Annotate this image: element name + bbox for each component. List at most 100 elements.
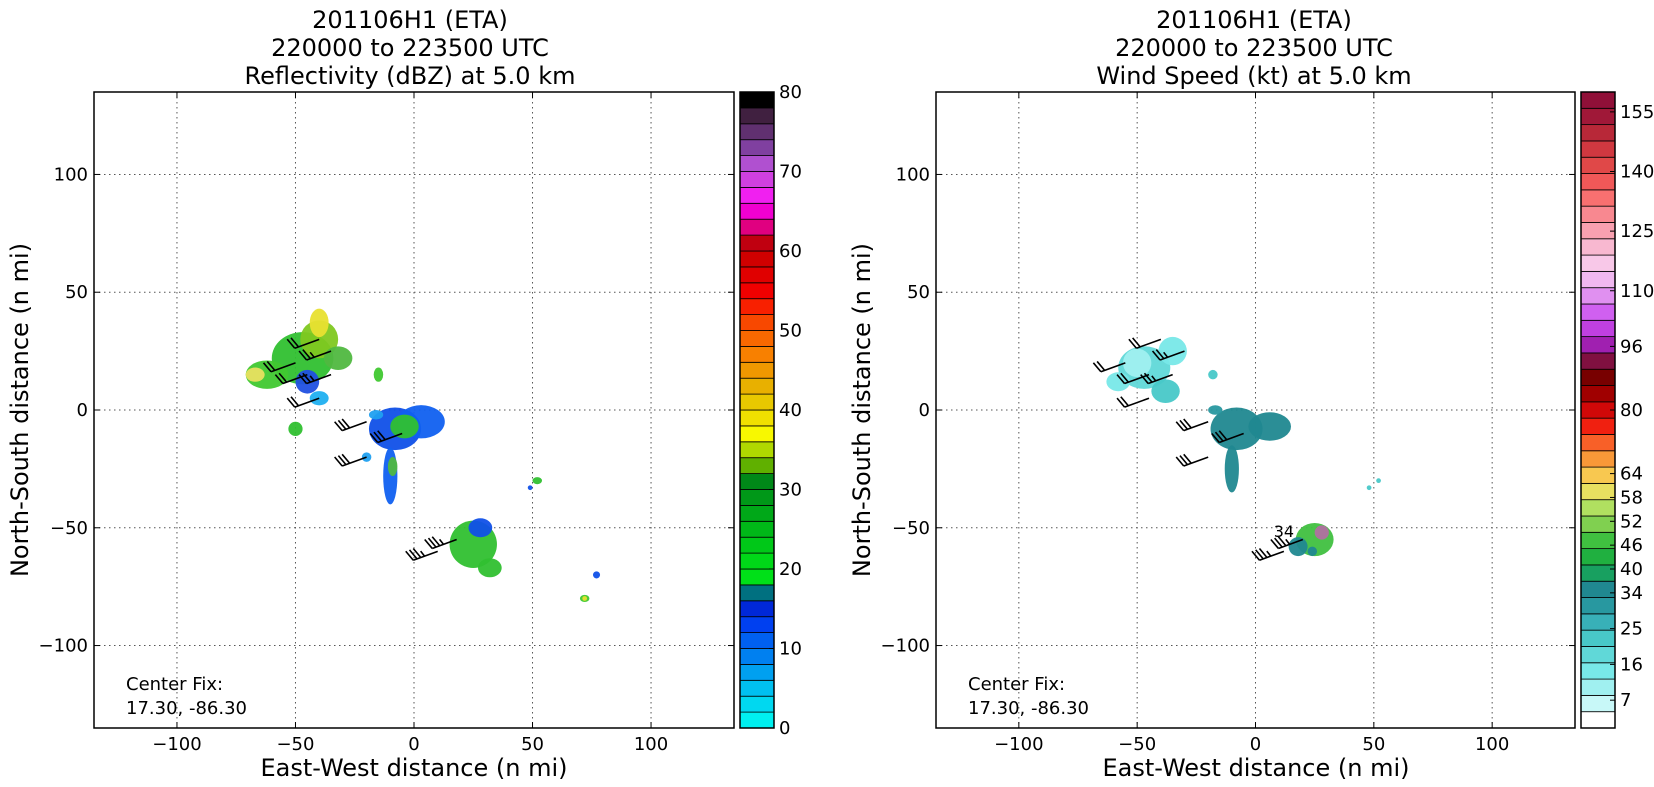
wind-barb-shaft xyxy=(282,373,308,385)
colorbar-segment xyxy=(1580,336,1616,354)
wind-barb-flag xyxy=(408,549,418,560)
colorbar-tick-label: 25 xyxy=(1620,619,1643,640)
colorbar-segment xyxy=(739,568,775,586)
colorbar-segment xyxy=(1580,580,1616,598)
wind-barb xyxy=(1251,548,1285,561)
wind-barb xyxy=(298,349,332,361)
wind-barb-shaft xyxy=(1124,373,1150,385)
wind-barb-flag xyxy=(1270,538,1280,549)
colorbar-segment xyxy=(739,552,775,570)
colorbar-segment xyxy=(1580,254,1616,272)
colorbar-segment xyxy=(1580,466,1616,484)
echo-cell xyxy=(295,369,320,394)
x-tick-label: 0 xyxy=(408,734,419,755)
echo-cell xyxy=(1288,537,1308,557)
wind-barb-flag xyxy=(290,337,300,348)
wind-barb xyxy=(424,536,457,550)
wind-barb-flag xyxy=(369,432,379,443)
echo-cell xyxy=(373,367,384,382)
colorbar-segment xyxy=(1580,91,1616,109)
wind-barb-flag xyxy=(1143,372,1153,383)
wind-barb-flag xyxy=(334,421,343,432)
colorbar-segment xyxy=(1580,613,1616,631)
colorbar-tick-label: 60 xyxy=(779,241,802,262)
x-tick-label: 100 xyxy=(1475,734,1509,755)
colorbar-segment xyxy=(1580,564,1616,582)
wind-barb-flag xyxy=(1274,537,1283,548)
colorbar-segment xyxy=(1580,597,1616,615)
colorbar-segment xyxy=(739,425,775,443)
barb-layer xyxy=(262,337,457,561)
wind-barb xyxy=(1092,360,1126,373)
colorbar-segment xyxy=(739,648,775,665)
x-axis-label: East-West distance (n mi) xyxy=(260,754,567,782)
colorbar-segment xyxy=(739,504,775,522)
colorbar-segment xyxy=(1580,140,1616,158)
wind-barb-flag xyxy=(1255,549,1264,560)
colorbar-tick-label: 10 xyxy=(779,639,802,660)
wind-barb-flag xyxy=(427,537,437,548)
wind-barb xyxy=(1211,430,1244,444)
wind-barb-half-flag xyxy=(438,538,445,545)
center-fix-label: Center Fix: xyxy=(126,674,223,695)
wind-barb-flag xyxy=(1116,374,1126,385)
echo-cell xyxy=(532,477,543,485)
wind-barb xyxy=(405,548,438,561)
colorbar-tick-label: 50 xyxy=(779,321,802,342)
plot-area: 34 −100 −50 0 50 100 −100 −50 0 50 100 xyxy=(881,91,1576,755)
wind-barb-half-flag xyxy=(309,375,315,382)
colorbar-segment xyxy=(1580,107,1616,126)
echo-cell xyxy=(245,367,265,382)
plot-area: −100 −50 0 50 100 −100 −50 0 50 100 xyxy=(39,91,735,755)
colorbar-segment xyxy=(739,600,775,618)
y-tick-label: 0 xyxy=(77,400,88,421)
colorbar-segment xyxy=(739,314,775,331)
x-tick-label: 0 xyxy=(1250,734,1261,755)
colorbar-tick-label: 58 xyxy=(1620,487,1643,508)
echo-cell xyxy=(387,457,398,477)
wind-barb xyxy=(274,372,308,385)
y-tick-label: 100 xyxy=(896,164,930,185)
colorbar-segment xyxy=(739,695,775,713)
y-axis-label: North-South distance (n mi) xyxy=(6,243,34,577)
colorbar-tick-label: 96 xyxy=(1620,336,1643,357)
colorbar-segment xyxy=(739,107,775,125)
echo-cell xyxy=(1314,525,1329,540)
colorbar-segment xyxy=(1580,515,1616,533)
wind-barb xyxy=(262,360,296,373)
colorbar-tick-label: 40 xyxy=(779,400,802,421)
echo-cell xyxy=(361,452,372,462)
wind-barb-flag xyxy=(1179,419,1189,430)
wind-barb-flag xyxy=(1277,536,1287,547)
colorbar-segment xyxy=(739,520,775,538)
colorbar-segment xyxy=(739,377,775,395)
wind-barb-shaft xyxy=(1183,421,1209,432)
wind-barb-flag xyxy=(424,538,433,549)
echo-cell xyxy=(390,414,419,439)
colorbar-segment xyxy=(1580,417,1616,435)
y-tick-label: −50 xyxy=(50,518,88,539)
colorbar-segment xyxy=(739,330,775,347)
wind-barb-flag xyxy=(1175,456,1185,467)
wind-barb-shaft xyxy=(306,350,332,361)
wind-barb-flag xyxy=(302,372,311,383)
x-tick-label: −50 xyxy=(1118,734,1156,755)
x-tick-label: −100 xyxy=(994,734,1043,755)
colorbar-segment xyxy=(739,473,775,490)
wind-barb-flag xyxy=(1211,432,1220,443)
colorbar-segment xyxy=(739,616,775,634)
wind-barb xyxy=(369,430,403,444)
wind-barb-flag xyxy=(274,374,284,385)
wind-barb-flag xyxy=(431,536,441,547)
wind-barb-flag xyxy=(377,430,386,441)
colorbar-segment xyxy=(1580,385,1616,403)
colorbar-segment xyxy=(739,536,775,554)
echo-cell xyxy=(468,518,493,538)
echo-cell xyxy=(1366,485,1372,491)
echo-cell xyxy=(1122,348,1152,378)
title-line-2: 220000 to 223500 UTC xyxy=(1115,34,1393,62)
wind-barb xyxy=(1175,418,1209,432)
colorbar-tick-label: 70 xyxy=(779,162,802,183)
colorbar-segment xyxy=(739,711,775,729)
x-tick-label: 50 xyxy=(1362,734,1385,755)
